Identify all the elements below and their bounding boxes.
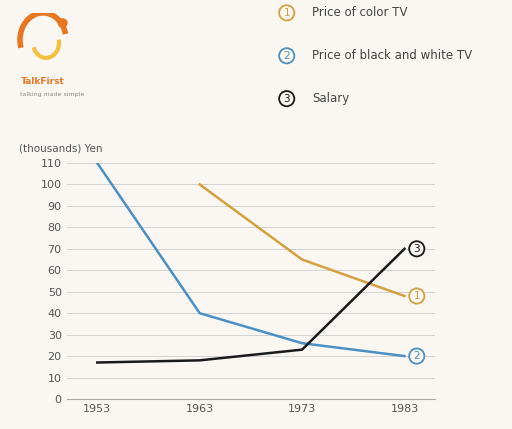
Text: 3: 3 <box>284 94 290 104</box>
Text: Price of black and white TV: Price of black and white TV <box>312 49 473 62</box>
Circle shape <box>58 19 67 27</box>
Text: talking made simple: talking made simple <box>20 92 84 97</box>
Text: 3: 3 <box>414 244 420 254</box>
Text: 1: 1 <box>414 291 420 301</box>
Text: (thousands) Yen: (thousands) Yen <box>18 144 102 154</box>
Text: Price of color TV: Price of color TV <box>312 6 408 19</box>
Text: 1: 1 <box>284 8 290 18</box>
Text: TalkFirst: TalkFirst <box>20 77 65 86</box>
Text: 2: 2 <box>284 51 290 61</box>
Text: Salary: Salary <box>312 92 350 105</box>
Text: 2: 2 <box>414 351 420 361</box>
